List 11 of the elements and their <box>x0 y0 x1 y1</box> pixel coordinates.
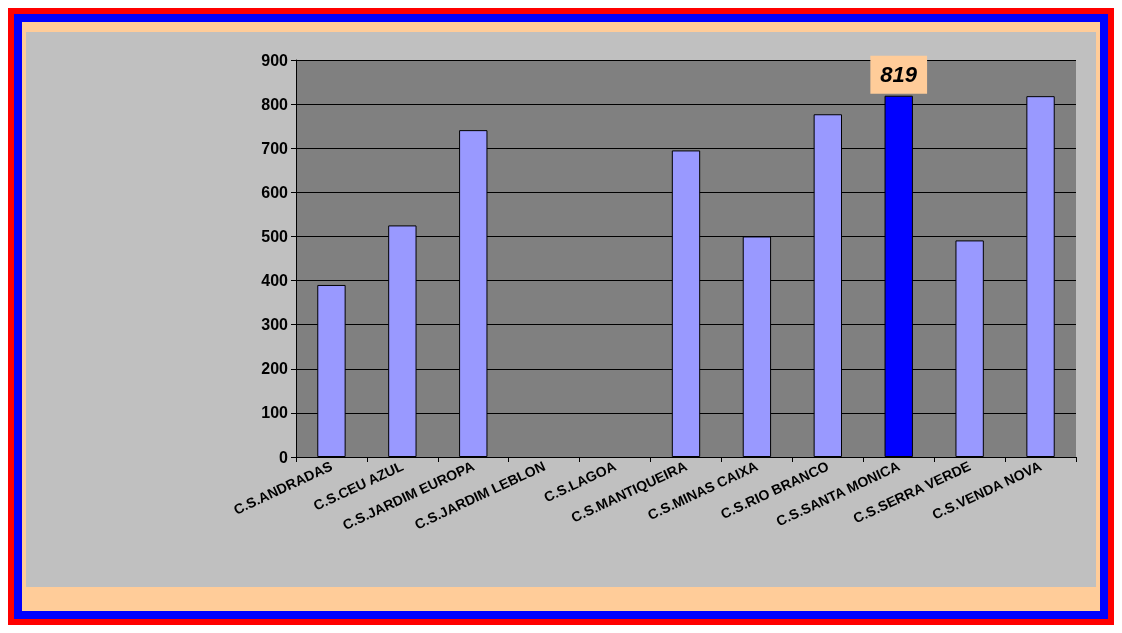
y-tick-label: 500 <box>261 227 289 245</box>
y-tick-label: 100 <box>261 404 289 422</box>
data-label: 819 <box>880 62 918 88</box>
y-tick-label: 0 <box>279 448 289 466</box>
y-tick-label: 300 <box>261 316 289 334</box>
y-tick-label: 200 <box>261 360 289 378</box>
y-tick-label: 400 <box>261 272 289 290</box>
y-tick-label: 600 <box>261 183 289 201</box>
y-tick-label: 700 <box>261 139 289 157</box>
y-tick-label: 800 <box>261 95 289 113</box>
y-tick-label: 900 <box>261 51 289 69</box>
